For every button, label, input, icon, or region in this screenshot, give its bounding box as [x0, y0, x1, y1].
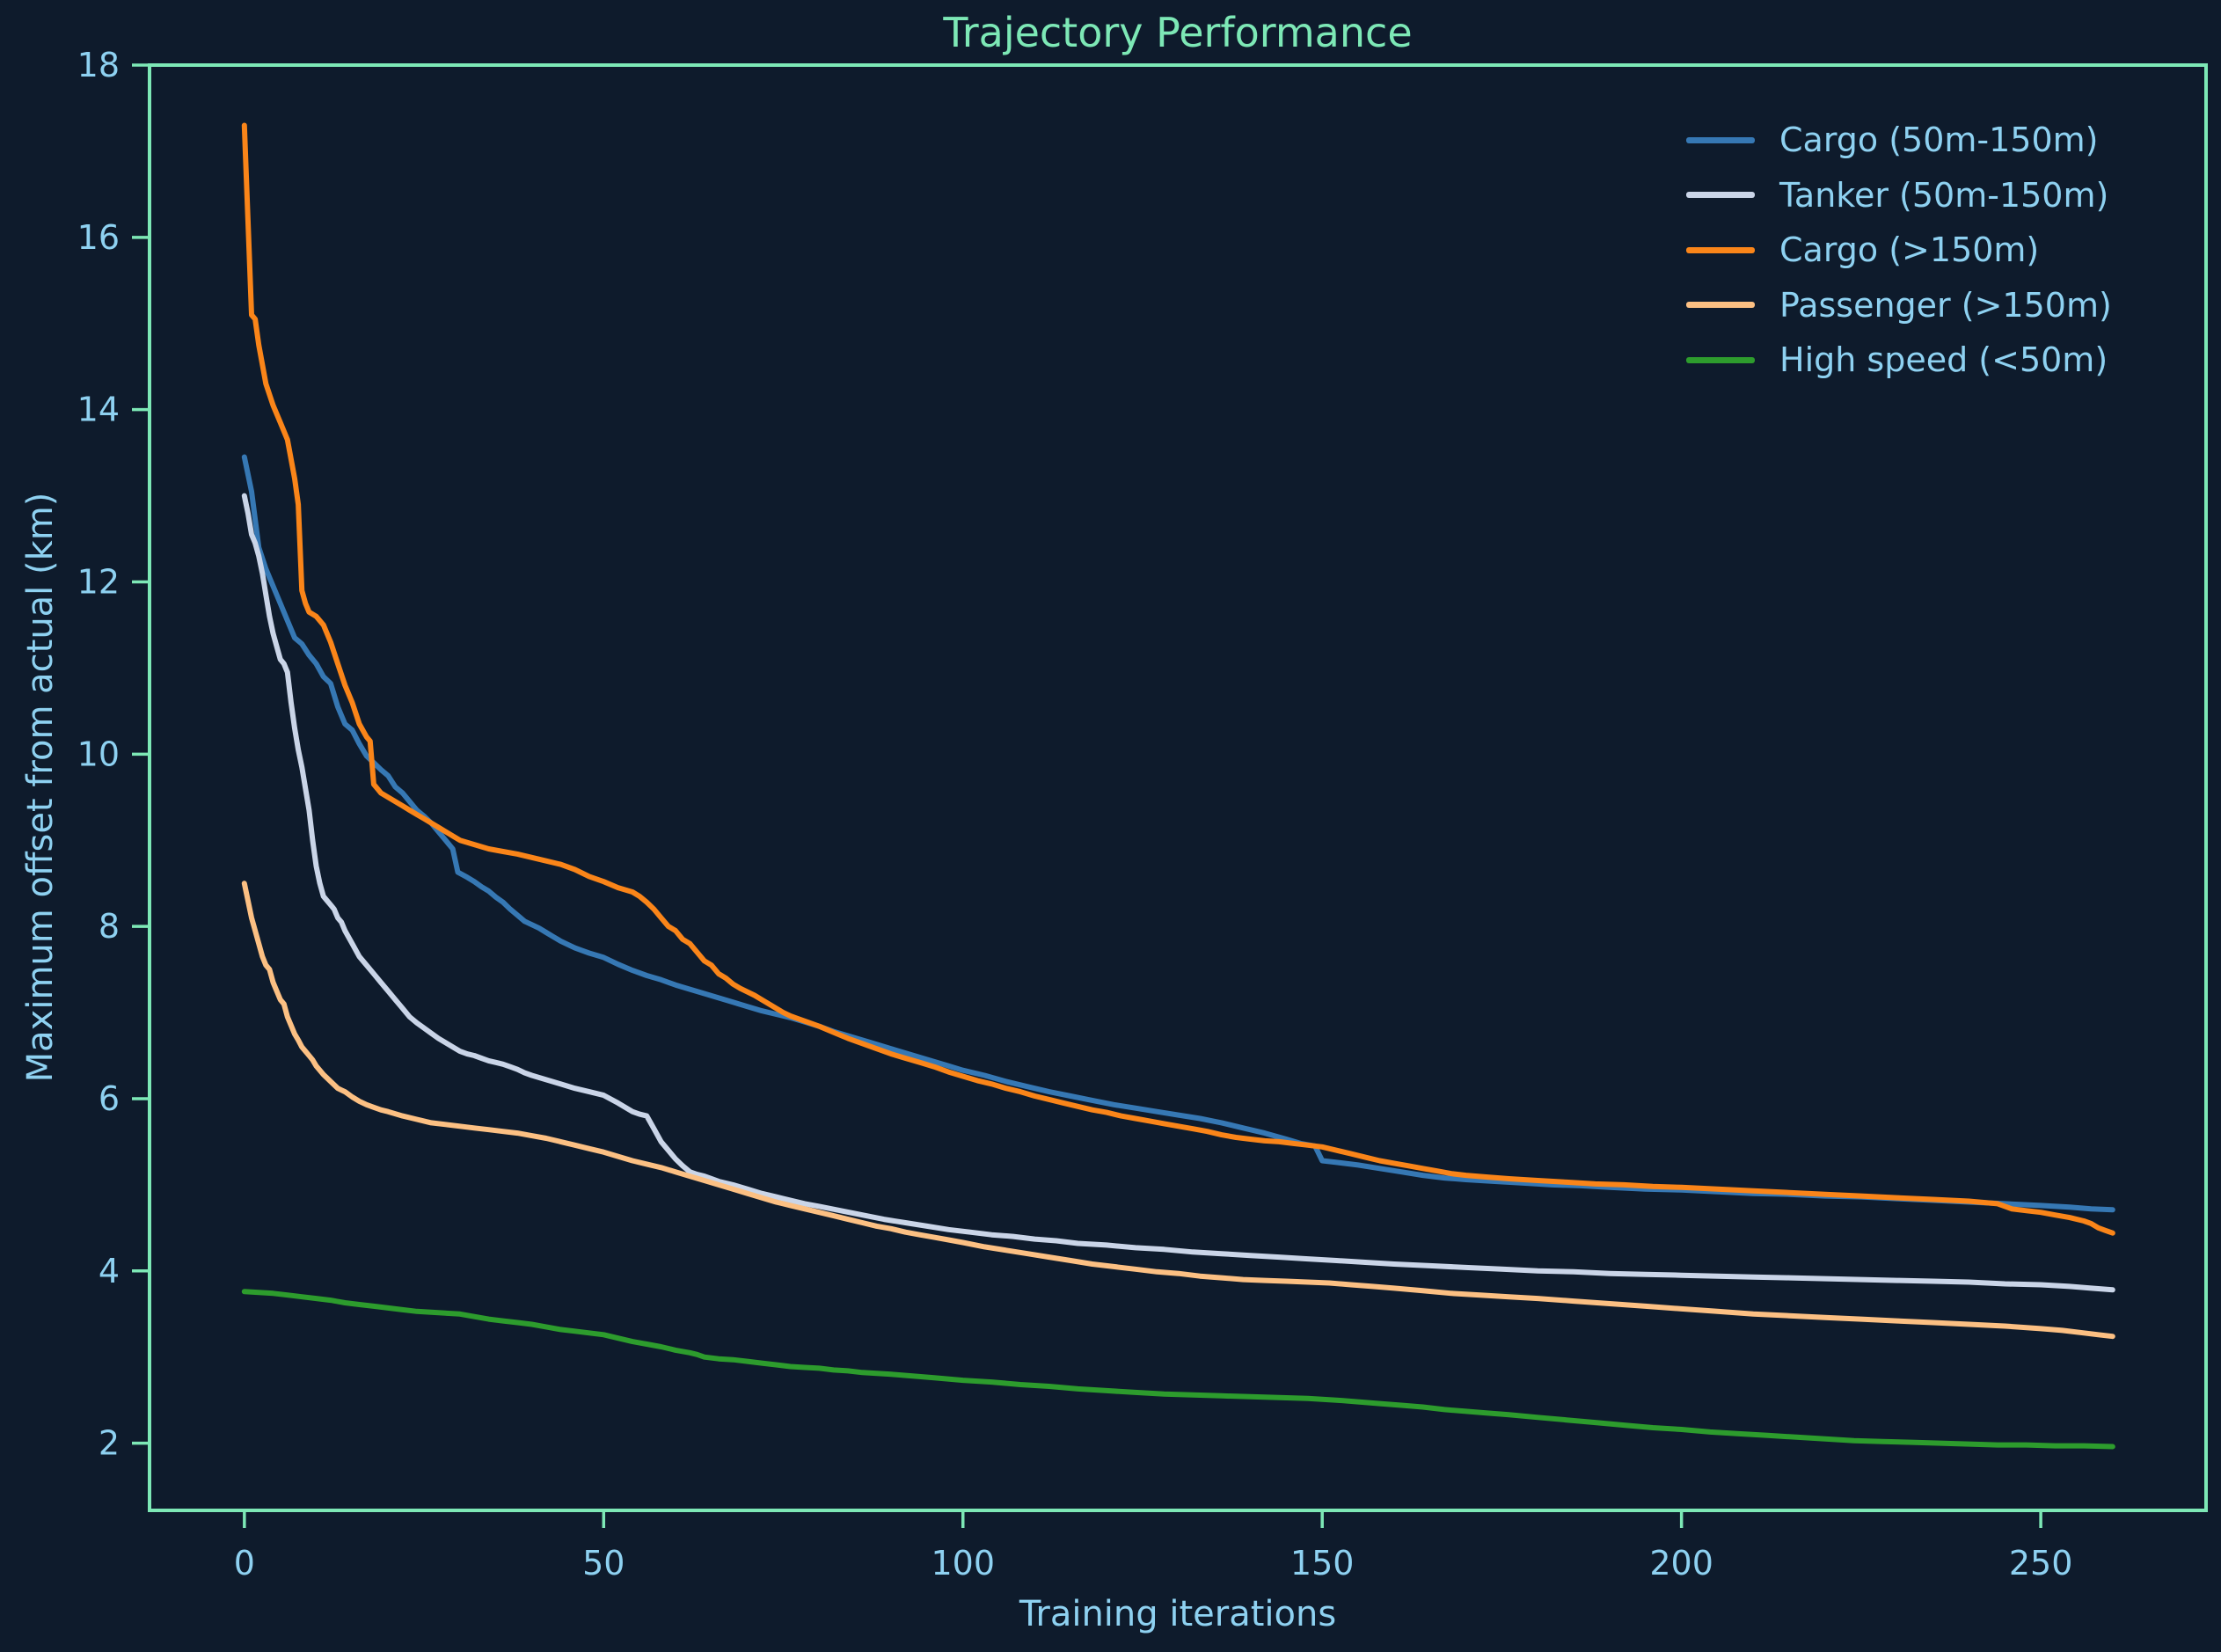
- x-tick-label: 0: [234, 1544, 255, 1583]
- series-line-high-speed-50m: [241, 1289, 2115, 1450]
- legend-label: High speed (<50m): [1779, 340, 2108, 380]
- y-tick-label: 16: [77, 218, 120, 257]
- x-tick-label: 250: [2009, 1544, 2073, 1583]
- legend-item: Passenger (>150m): [1686, 278, 2112, 333]
- legend-swatch-icon: [1686, 246, 1755, 253]
- y-tick-label: 14: [77, 391, 120, 429]
- legend-label: Cargo (50m-150m): [1779, 121, 2099, 160]
- y-axis-label: Maximum offset from actual (km): [20, 492, 61, 1083]
- legend-label: Tanker (50m-150m): [1779, 175, 2109, 215]
- legend-swatch-icon: [1686, 192, 1755, 199]
- y-tick-label: 6: [99, 1079, 120, 1118]
- legend-item: Cargo (>150m): [1686, 223, 2112, 278]
- x-tick-label: 50: [582, 1544, 625, 1583]
- series-line-tanker-50m-150m: [241, 493, 2115, 1293]
- y-tick-label: 18: [77, 46, 120, 84]
- series-line-cargo-150m: [241, 122, 2115, 1236]
- legend-label: Cargo (>150m): [1779, 230, 2040, 270]
- x-tick-label: 150: [1290, 1544, 1355, 1583]
- legend-swatch-icon: [1686, 136, 1755, 143]
- series-line-cargo-50m-150m: [241, 454, 2115, 1213]
- legend-item: High speed (<50m): [1686, 333, 2112, 388]
- legend-swatch-icon: [1686, 356, 1755, 363]
- axes-spines: [148, 63, 2208, 1512]
- x-tick-label: 100: [931, 1544, 995, 1583]
- legend-label: Passenger (>150m): [1779, 285, 2112, 325]
- chart-title: Trajectory Performance: [943, 9, 1413, 56]
- legend-item: Tanker (50m-150m): [1686, 168, 2112, 223]
- series-line-passenger-150m: [241, 881, 2115, 1340]
- legend-swatch-icon: [1686, 302, 1755, 309]
- y-tick-label: 8: [99, 907, 120, 946]
- y-tick-label: 10: [77, 735, 120, 773]
- x-axis-label: Training iterations: [1019, 1594, 1337, 1634]
- y-tick-label: 12: [77, 562, 120, 601]
- legend: Cargo (50m-150m) Tanker (50m-150m) Cargo (…: [1686, 113, 2112, 388]
- legend-item: Cargo (50m-150m): [1686, 113, 2112, 168]
- y-tick-label: 4: [99, 1252, 120, 1290]
- x-tick-label: 200: [1649, 1544, 1713, 1583]
- y-tick-label: 2: [99, 1424, 120, 1463]
